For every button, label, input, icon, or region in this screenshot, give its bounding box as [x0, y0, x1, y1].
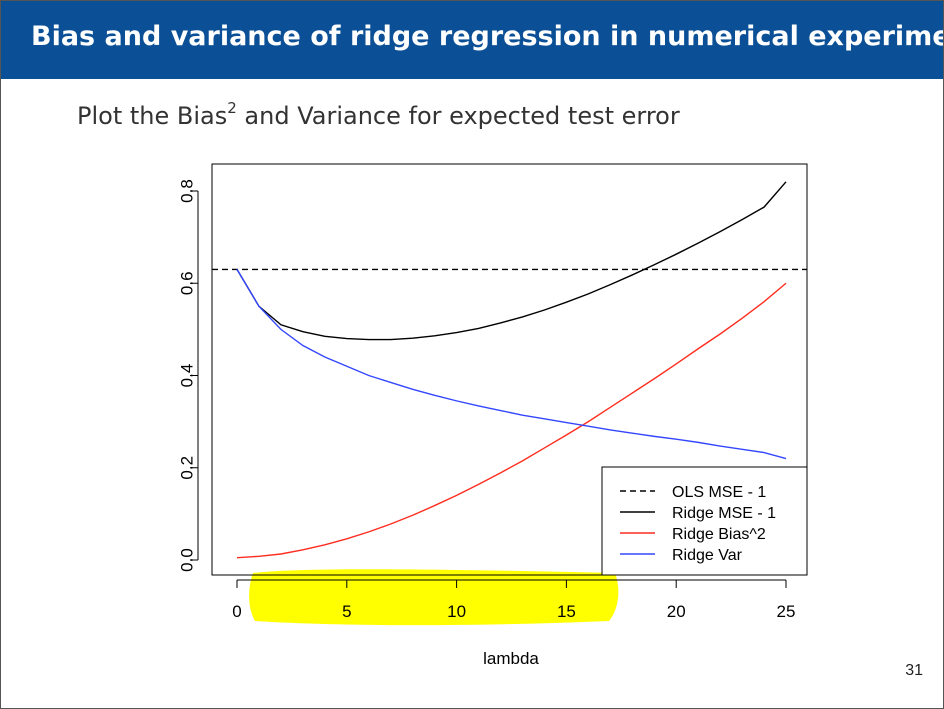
axes-layer: 0.0 0.2 0.4 0.6 0.8 0 5 10 15 20 25 — [178, 163, 808, 621]
y-tick-label: 0.6 — [178, 271, 197, 295]
legend-box — [601, 466, 808, 576]
x-tick-label: 0 — [232, 602, 241, 621]
x-axis-label: lambda — [483, 649, 539, 668]
y-tick-label: 0.2 — [178, 456, 197, 480]
slide-subtitle: Plot the Bias2 and Variance for expected… — [77, 99, 680, 130]
x-tick-label: 10 — [447, 602, 466, 621]
page-number: 31 — [905, 662, 923, 679]
plot-layer — [212, 181, 807, 626]
series-line-4 — [236, 269, 787, 460]
legend-label: Ridge Bias^2 — [672, 526, 766, 543]
slide-header: Bias and variance of ridge regression in… — [1, 1, 943, 79]
x-tick-label: 5 — [342, 602, 351, 621]
legend-label: OLS MSE - 1 — [672, 484, 766, 501]
bias-variance-chart: 0.0 0.2 0.4 0.6 0.8 0 5 10 15 20 25 OLS MSE - 1 Rid… — [135, 159, 811, 674]
slide-title: Bias and variance of ridge regression in… — [31, 21, 944, 52]
subtitle-superscript: 2 — [227, 99, 237, 117]
subtitle-prefix: Plot the Bias — [77, 102, 228, 130]
legend-label: Ridge Var — [672, 547, 743, 564]
legend-label: Ridge MSE - 1 — [672, 505, 776, 522]
x-tick-label: 25 — [777, 602, 796, 621]
series-line-3 — [236, 282, 787, 559]
plot-frame — [211, 163, 808, 576]
subtitle-suffix: and Variance for expected test error — [236, 102, 680, 130]
y-tick-label: 0.8 — [178, 179, 197, 203]
series-line-2 — [236, 181, 787, 341]
x-tick-label: 15 — [557, 602, 576, 621]
x-tick-label: 20 — [667, 602, 686, 621]
yellow-highlight-mark — [249, 569, 619, 626]
chart-legend: OLS MSE - 1 Ridge MSE - 1 Ridge Bias^2 Ridg… — [601, 466, 808, 576]
y-tick-label: 0.0 — [178, 548, 197, 572]
y-tick-label: 0.4 — [178, 364, 197, 388]
